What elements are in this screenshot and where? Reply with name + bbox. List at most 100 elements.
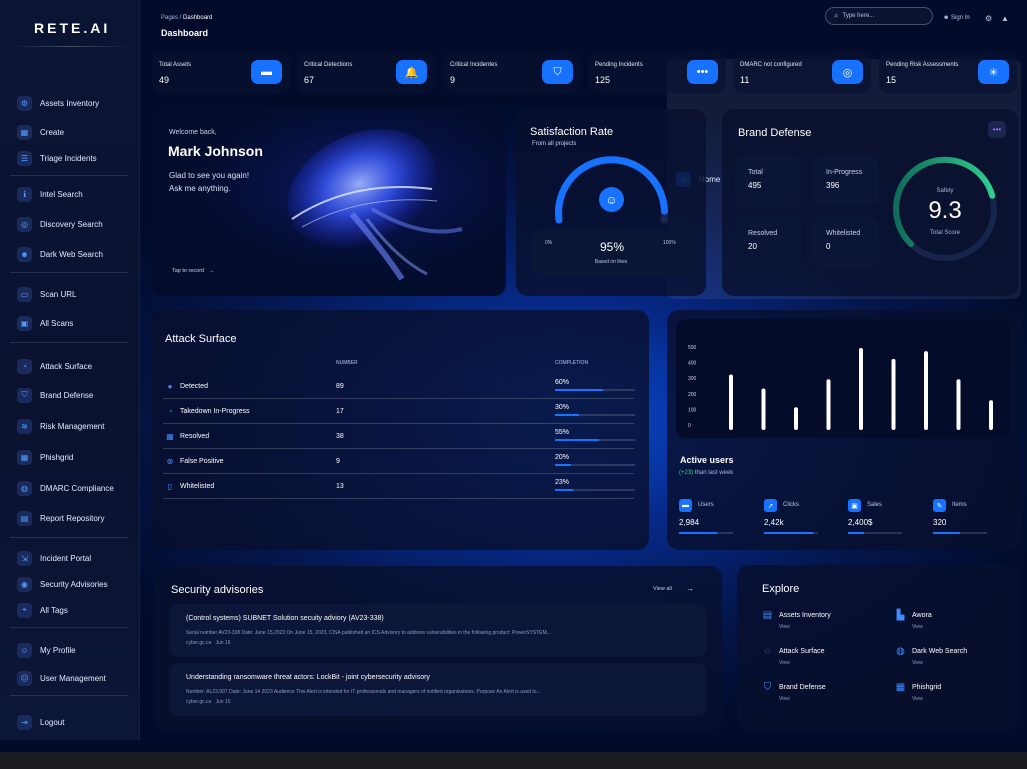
sidebar-item-risk-management[interactable]: ≋ Risk Management bbox=[8, 412, 126, 440]
brand-tile-in-progress: In-Progress 396 bbox=[813, 156, 879, 206]
gauge-max-label: 100% bbox=[663, 240, 676, 246]
bell-icon[interactable]: ▲ bbox=[1001, 14, 1009, 23]
tap-to-record-link[interactable]: Tap to record → bbox=[172, 268, 214, 274]
stat-card-total-assets[interactable]: Total Assets 49 ▬ bbox=[152, 52, 290, 93]
sidebar-item-incident-portal[interactable]: ⇲ Incident Portal bbox=[8, 544, 126, 572]
view-all-link[interactable]: View all bbox=[653, 586, 672, 592]
sidebar-item-label: Home bbox=[699, 174, 721, 184]
sidebar-divider bbox=[10, 537, 128, 538]
stat-label: Sales bbox=[867, 502, 883, 508]
row-number: 17 bbox=[336, 408, 344, 415]
sidebar-item-phishgrid[interactable]: ▦ Phishgrid bbox=[8, 443, 126, 471]
sidebar-item-create[interactable]: ▦ Create bbox=[8, 118, 126, 146]
brand-tile-whitelisted: Whitelisted 0 bbox=[813, 217, 879, 267]
stat-label: Users bbox=[698, 502, 714, 508]
sidebar-item-label: DMARC Compliance bbox=[40, 483, 114, 493]
completion-bar-fill bbox=[555, 489, 574, 491]
satisfaction-value-box bbox=[531, 230, 691, 275]
advisory-date: Jun 16 bbox=[215, 640, 231, 646]
stat-value: 49 bbox=[159, 75, 170, 85]
sidebar-item-attack-surface[interactable]: ◔ Attack Surface bbox=[8, 352, 126, 380]
stat-value: 9 bbox=[450, 75, 456, 85]
arrow-right-icon[interactable]: → bbox=[686, 584, 694, 593]
cart-icon: ▣ bbox=[848, 499, 861, 512]
sidebar-item-scan-url[interactable]: ▭ Scan URL bbox=[8, 280, 126, 308]
stat-value: 67 bbox=[304, 75, 315, 85]
sidebar-item-all-tags[interactable]: ⌖ All Tags bbox=[8, 596, 126, 624]
compass-icon: ◎ bbox=[17, 216, 32, 232]
sidebar-item-logout[interactable]: ⇥ Logout bbox=[8, 708, 126, 736]
table-row[interactable]: ▯ Whitelisted 13 23% bbox=[163, 475, 635, 499]
stat-card-critical-detections[interactable]: Critical Detections 67 🔔 bbox=[297, 52, 435, 93]
smile-icon: ☺ bbox=[599, 187, 624, 212]
attack-surface-card: Attack Surface NUMBER COMPLETION ● Detect… bbox=[152, 310, 649, 550]
tile-label: In-Progress bbox=[826, 169, 863, 176]
explore-view-link[interactable]: View bbox=[779, 624, 790, 630]
tile-value: 495 bbox=[748, 181, 762, 190]
table-row[interactable]: ⊗ False Positive 9 20% bbox=[163, 450, 635, 474]
explore-view-link[interactable]: View bbox=[912, 624, 923, 630]
sidebar-item-brand-defense[interactable]: ⛉ Brand Defense bbox=[8, 381, 126, 409]
logo: RETE.AI bbox=[34, 20, 111, 36]
brand-defense-title: Brand Defense bbox=[738, 127, 812, 139]
sidebar-item-triage-incidents[interactable]: ☰ Triage Incidents bbox=[8, 144, 126, 172]
stat-card-pending-risk-assessments[interactable]: Pending Risk Assessments 15 ✳ bbox=[879, 52, 1017, 93]
sidebar-item-my-profile[interactable]: ☺ My Profile bbox=[8, 636, 126, 664]
sidebar-item-label: Dark Web Search bbox=[40, 249, 103, 259]
welcome-message: Glad to see you again! Ask me anything. bbox=[169, 169, 289, 195]
sidebar-item-label: Scan URL bbox=[40, 289, 77, 299]
advisory-icon: ◉ bbox=[17, 576, 32, 592]
sidebar-item-dmarc-compliance[interactable]: ◍ DMARC Compliance bbox=[8, 474, 126, 502]
stat-value: 125 bbox=[595, 75, 611, 85]
search-input[interactable]: ⌕ Type here... bbox=[825, 7, 933, 25]
progress-bar-fill bbox=[764, 532, 813, 534]
explore-view-link[interactable]: View bbox=[912, 696, 923, 702]
column-header-number: NUMBER bbox=[336, 360, 358, 366]
progress-bar bbox=[848, 532, 902, 534]
alert-icon: ● bbox=[167, 381, 173, 391]
table-row[interactable]: ▦ Resolved 38 55% bbox=[163, 425, 635, 449]
stat-value: 2,42k bbox=[764, 518, 784, 527]
gauge-min-label: 0% bbox=[545, 240, 553, 246]
brand-tile-resolved: Resolved 20 bbox=[735, 217, 801, 267]
sign-in-link[interactable]: ☻ Sign In bbox=[943, 15, 970, 21]
sidebar-item-intel-search[interactable]: ℹ Intel Search bbox=[8, 180, 126, 208]
progress-bar bbox=[764, 532, 818, 534]
stat-card-dmarc-not-configured[interactable]: DMARC not configured 11 ◎ bbox=[733, 52, 871, 93]
sidebar-item-all-scans[interactable]: ▣ All Scans bbox=[8, 309, 126, 337]
stat-label: Clicks bbox=[783, 502, 799, 508]
sidebar-item-assets-inventory[interactable]: ⚙ Assets Inventory bbox=[8, 89, 126, 117]
stat-card-pending-incidents[interactable]: Pending Incidents 125 ••• bbox=[588, 52, 726, 93]
y-tick-label: 300 bbox=[688, 376, 697, 382]
sidebar-item-label: Logout bbox=[40, 717, 65, 727]
sidebar-item-discovery-search[interactable]: ◎ Discovery Search bbox=[8, 210, 126, 238]
sidebar-item-user-management[interactable]: ☹ User Management bbox=[8, 664, 126, 692]
advisory-item[interactable]: (Control systems) SUBNET Solution secuit… bbox=[169, 604, 707, 657]
breadcrumb-root[interactable]: Pages bbox=[161, 15, 179, 21]
sidebar-item-security-advisories[interactable]: ◉ Security Advisories bbox=[8, 570, 126, 598]
logout-icon: ⇥ bbox=[17, 714, 32, 730]
sidebar-item-report-repository[interactable]: ▤ Report Repository bbox=[8, 504, 126, 532]
explore-view-link[interactable]: View bbox=[912, 660, 923, 666]
row-name: Detected bbox=[180, 383, 209, 390]
stat-card-critical-incidentes[interactable]: Critical Incidentes 9 ⛉ bbox=[443, 52, 581, 93]
info-icon: ℹ bbox=[17, 186, 32, 202]
gear-icon[interactable]: ⚙ bbox=[985, 14, 993, 23]
wallet-icon: ▬ bbox=[251, 60, 282, 84]
advisory-description: Number: AL23.007 Date: June 14 2023 Audi… bbox=[186, 689, 541, 695]
sign-in-label: Sign In bbox=[950, 15, 970, 21]
table-row[interactable]: ● Detected 89 60% bbox=[163, 375, 635, 399]
jellyfish-image bbox=[152, 109, 506, 296]
sidebar-item-dark-web-search[interactable]: ☻ Dark Web Search bbox=[8, 240, 126, 268]
advisory-item[interactable]: Understanding ransomware threat actors: … bbox=[169, 663, 707, 716]
explore-view-link[interactable]: View bbox=[779, 660, 790, 666]
more-menu-button[interactable]: ••• bbox=[988, 121, 1006, 138]
sidebar-item-label: All Tags bbox=[40, 605, 68, 615]
false-positive-icon: ⊗ bbox=[166, 456, 174, 466]
user-icon: ☻ bbox=[17, 246, 32, 262]
table-row[interactable]: ◔ Takedown In-Progress 17 30% bbox=[163, 400, 635, 424]
awora-icon: ▙ bbox=[896, 610, 905, 621]
explore-view-link[interactable]: View bbox=[779, 696, 790, 702]
tap-to-record-label: Tap to record bbox=[172, 268, 205, 274]
asterisk-icon: ✳ bbox=[978, 60, 1009, 84]
